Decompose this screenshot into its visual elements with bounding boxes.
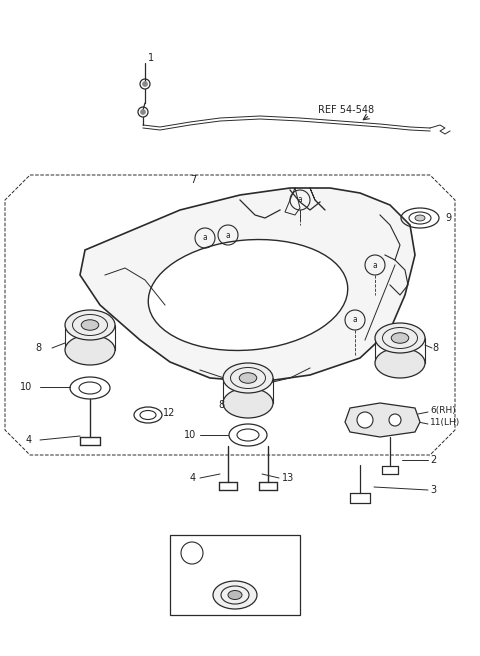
Circle shape (357, 412, 373, 428)
Ellipse shape (223, 388, 273, 418)
Polygon shape (80, 188, 415, 382)
Text: 8: 8 (432, 343, 438, 353)
Ellipse shape (148, 239, 348, 350)
Text: 11(LH): 11(LH) (430, 417, 460, 426)
Text: 10: 10 (20, 382, 32, 392)
Ellipse shape (228, 590, 242, 600)
Text: 3: 3 (430, 485, 436, 495)
Ellipse shape (81, 319, 99, 330)
Text: a: a (298, 195, 302, 205)
Text: 1: 1 (148, 53, 154, 63)
Text: 7: 7 (190, 175, 196, 185)
Circle shape (143, 81, 147, 87)
Text: a: a (190, 548, 194, 558)
Bar (170, 535, 300, 615)
Text: 8: 8 (218, 400, 224, 410)
Text: a: a (372, 260, 377, 270)
Ellipse shape (65, 335, 115, 365)
Polygon shape (345, 403, 420, 437)
Text: 2: 2 (430, 455, 436, 465)
Text: 12: 12 (163, 408, 175, 418)
Text: 6(RH): 6(RH) (430, 405, 456, 415)
Text: 4: 4 (26, 435, 32, 445)
Text: a: a (353, 316, 358, 325)
Text: 13: 13 (282, 473, 294, 483)
Ellipse shape (213, 581, 257, 609)
Ellipse shape (65, 310, 115, 340)
Ellipse shape (223, 363, 273, 393)
Text: REF 54-548: REF 54-548 (318, 105, 374, 115)
Text: 4: 4 (190, 473, 196, 483)
Ellipse shape (239, 373, 257, 383)
Text: a: a (226, 230, 230, 239)
Circle shape (141, 110, 145, 115)
Text: 5: 5 (215, 546, 223, 560)
Text: a: a (203, 234, 207, 243)
Ellipse shape (415, 215, 425, 221)
Text: 10: 10 (184, 430, 196, 440)
Ellipse shape (375, 323, 425, 353)
Ellipse shape (375, 348, 425, 378)
Ellipse shape (391, 333, 409, 343)
Circle shape (389, 414, 401, 426)
Text: 8: 8 (35, 343, 41, 353)
Text: 9: 9 (445, 213, 451, 223)
